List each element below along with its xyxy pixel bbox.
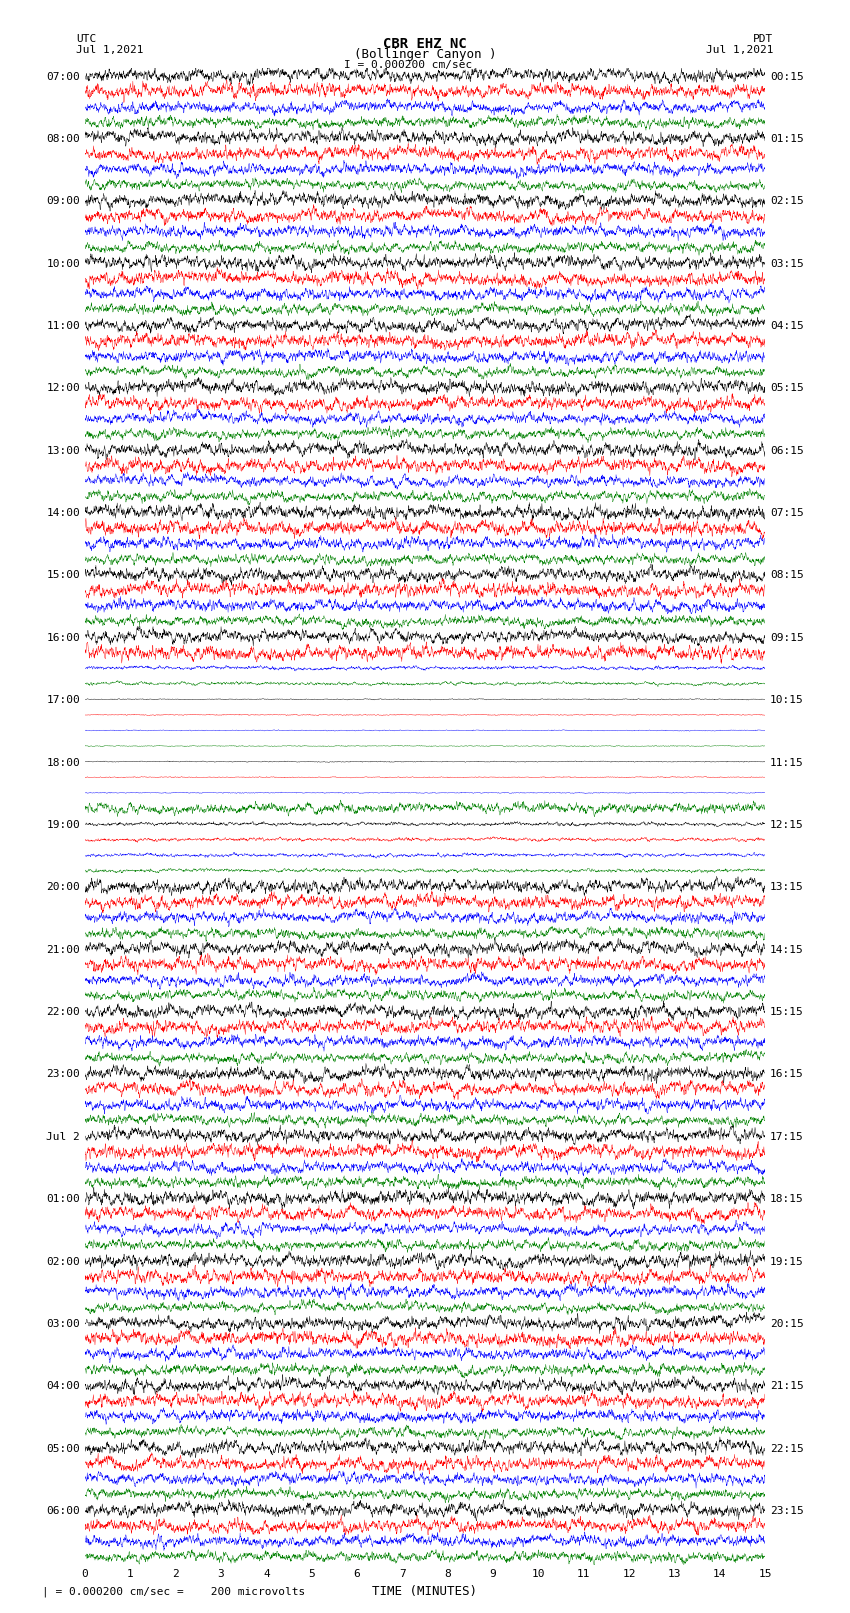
Text: | = 0.000200 cm/sec =    200 microvolts: | = 0.000200 cm/sec = 200 microvolts bbox=[42, 1586, 306, 1597]
Text: PDT: PDT bbox=[753, 34, 774, 44]
Text: (Bollinger Canyon ): (Bollinger Canyon ) bbox=[354, 48, 496, 61]
Text: Jul 1,2021: Jul 1,2021 bbox=[706, 45, 774, 55]
X-axis label: TIME (MINUTES): TIME (MINUTES) bbox=[372, 1586, 478, 1598]
Text: I = 0.000200 cm/sec: I = 0.000200 cm/sec bbox=[344, 60, 472, 69]
Text: UTC: UTC bbox=[76, 34, 97, 44]
Text: CBR EHZ NC: CBR EHZ NC bbox=[383, 37, 467, 52]
Text: Jul 1,2021: Jul 1,2021 bbox=[76, 45, 144, 55]
